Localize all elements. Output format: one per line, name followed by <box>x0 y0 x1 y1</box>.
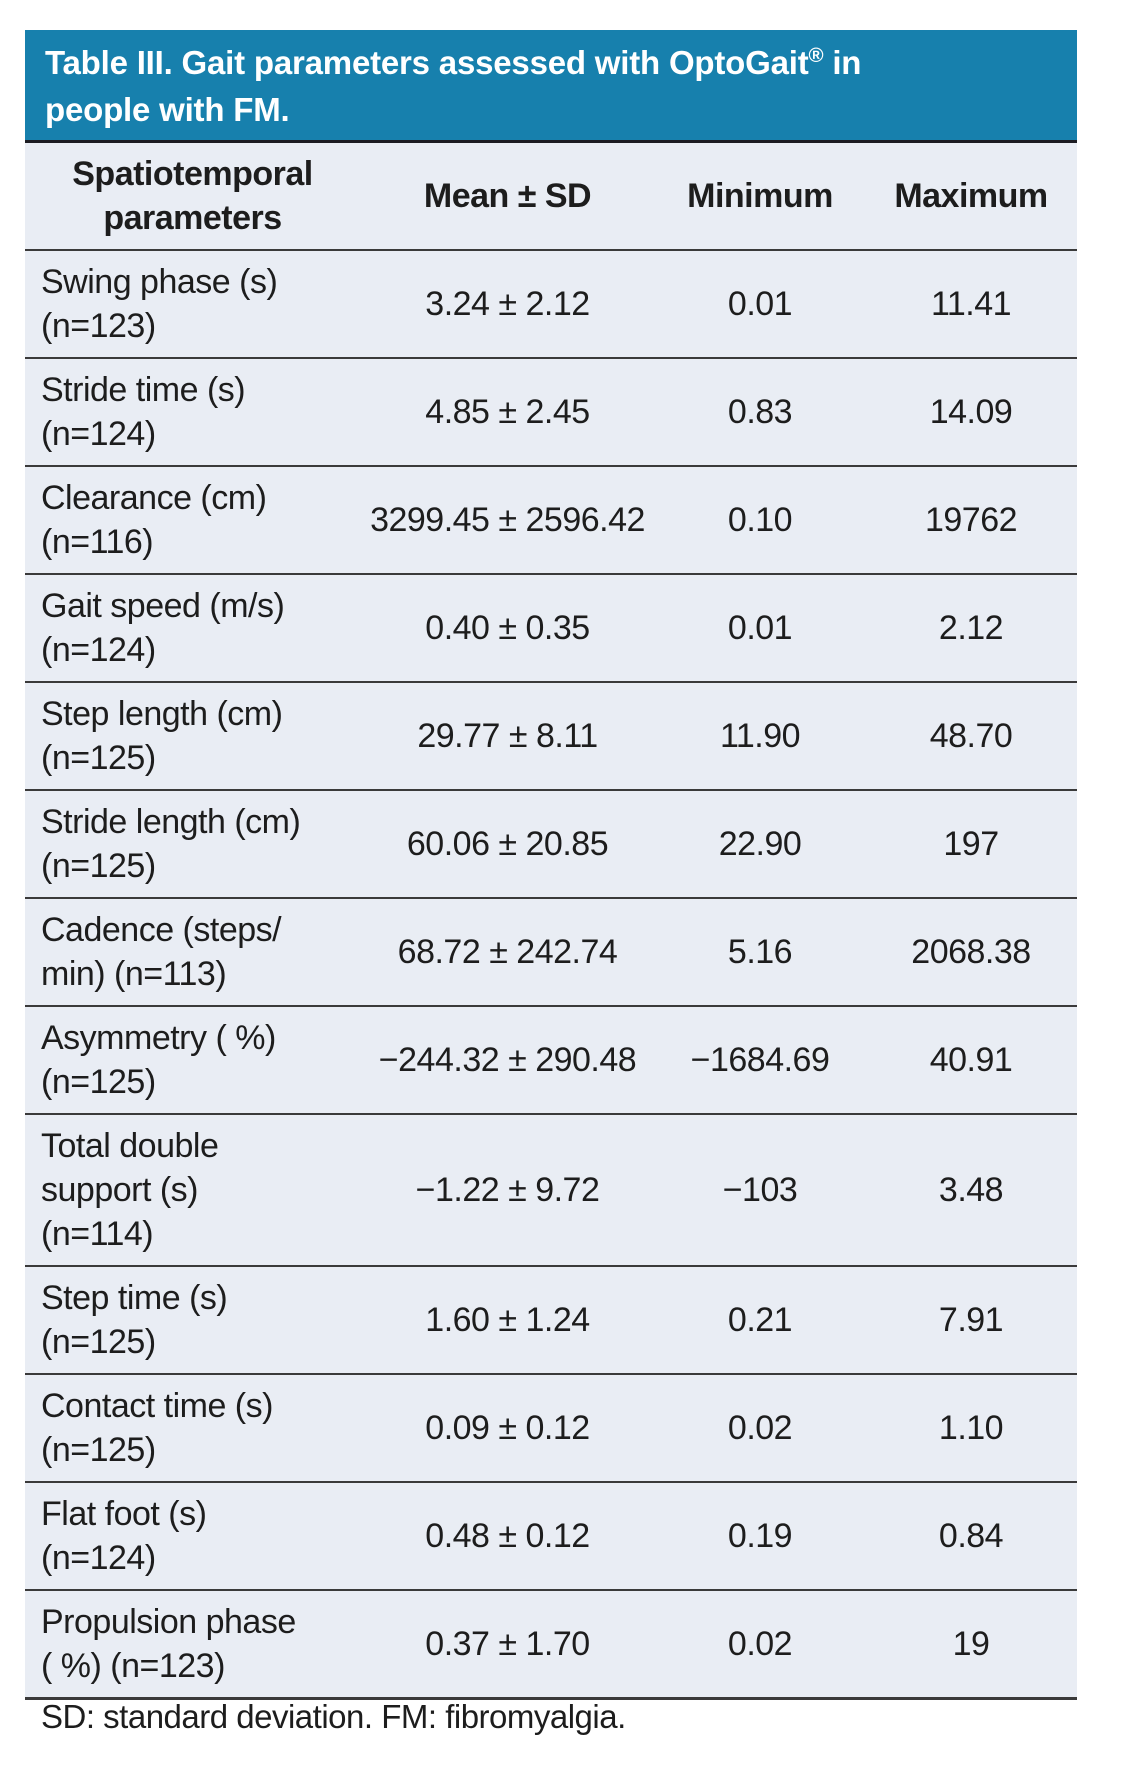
minimum-cell: 0.19 <box>727 1517 793 1555</box>
mean-sd-cell: 0.09 ± 0.12 <box>425 1409 590 1447</box>
table-row: Contact time (s) (n=125) 0.09 ± 0.12 0.0… <box>25 1375 1077 1483</box>
param-label-cell: Cadence (steps/ min) (n=113) <box>41 911 282 993</box>
minimum-cell: 0.83 <box>727 393 793 431</box>
param-label-cell: Stride time (s) (n=124) <box>41 371 246 453</box>
mean-sd-cell: 29.77 ± 8.11 <box>417 717 598 755</box>
mean-sd-cell: 3299.45 ± 2596.42 <box>370 501 645 539</box>
maximum-cell: 3.48 <box>938 1171 1004 1209</box>
mean-sd-cell: 68.72 ± 242.74 <box>397 933 618 971</box>
param-label-cell: Step time (s) (n=125) <box>41 1279 228 1361</box>
table-row: Asymmetry ( %) (n=125) −244.32 ± 290.48 … <box>25 1007 1077 1115</box>
table-row: Stride time (s) (n=124) 4.85 ± 2.45 0.83… <box>25 359 1077 467</box>
mean-sd-cell: 4.85 ± 2.45 <box>425 393 590 431</box>
table-row: Total double support (s) (n=114) −1.22 ±… <box>25 1115 1077 1267</box>
minimum-cell: 0.21 <box>727 1301 793 1339</box>
maximum-cell: 7.91 <box>938 1301 1004 1339</box>
maximum-cell: 2.12 <box>938 609 1004 647</box>
column-header-mean-sd: Mean ± SD <box>423 177 592 215</box>
maximum-cell: 1.10 <box>938 1409 1004 1447</box>
mean-sd-cell: 60.06 ± 20.85 <box>406 825 609 863</box>
table-footnote: SD: standard deviation. FM: fibromyalgia… <box>41 1698 626 1735</box>
param-label-cell: Step length (cm) (n=125) <box>41 695 283 777</box>
mean-sd-cell: −244.32 ± 290.48 <box>378 1041 637 1079</box>
gait-parameters-table: Table III. Gait parameters assessed with… <box>25 30 1077 1700</box>
maximum-cell: 2068.38 <box>911 933 1031 971</box>
table-row: Gait speed (m/s) (n=124) 0.40 ± 0.35 0.0… <box>25 575 1077 683</box>
table-row: Step time (s) (n=125) 1.60 ± 1.24 0.21 7… <box>25 1267 1077 1375</box>
column-header-spatiotemporal: Spatiotemporal parameters <box>72 155 313 237</box>
table-title-prefix: Table III. Gait parameters assessed with… <box>45 44 809 81</box>
mean-sd-cell: −1.22 ± 9.72 <box>415 1171 600 1209</box>
mean-sd-cell: 3.24 ± 2.12 <box>425 285 590 323</box>
minimum-cell: 0.02 <box>727 1409 793 1447</box>
param-label-cell: Total double support (s) (n=114) <box>41 1127 219 1253</box>
mean-sd-cell: 0.40 ± 0.35 <box>425 609 590 647</box>
maximum-cell: 19762 <box>924 501 1018 539</box>
param-label-cell: Swing phase (s) (n=123) <box>41 263 278 345</box>
maximum-cell: 48.70 <box>929 717 1013 755</box>
maximum-cell: 14.09 <box>929 393 1013 431</box>
mean-sd-cell: 1.60 ± 1.24 <box>425 1301 590 1339</box>
param-label-cell: Flat foot (s) (n=124) <box>41 1495 207 1577</box>
column-header-maximum: Maximum <box>894 177 1048 215</box>
minimum-cell: 0.02 <box>727 1625 793 1663</box>
mean-sd-cell: 0.48 ± 0.12 <box>425 1517 590 1555</box>
maximum-cell: 19 <box>952 1625 990 1663</box>
minimum-cell: 22.90 <box>718 825 802 863</box>
maximum-cell: 11.41 <box>930 285 1012 323</box>
column-header-row: Spatiotemporal parameters Mean ± SD Mini… <box>25 143 1077 251</box>
minimum-cell: 0.01 <box>727 609 793 647</box>
registered-trademark-sup: ® <box>808 44 824 67</box>
minimum-cell: −1684.69 <box>690 1041 830 1079</box>
table-title: Table III. Gait parameters assessed with… <box>25 30 1077 143</box>
param-label-cell: Stride length (cm) (n=125) <box>41 803 301 885</box>
maximum-cell: 40.91 <box>929 1041 1013 1079</box>
param-label-cell: Contact time (s) (n=125) <box>41 1387 273 1469</box>
table-row: Propulsion phase ( %) (n=123) 0.37 ± 1.7… <box>25 1591 1077 1700</box>
param-label-cell: Clearance (cm) (n=116) <box>41 479 267 561</box>
minimum-cell: −103 <box>722 1171 798 1209</box>
column-header-minimum: Minimum <box>687 177 833 215</box>
param-label-cell: Propulsion phase ( %) (n=123) <box>41 1603 296 1685</box>
minimum-cell: 5.16 <box>727 933 793 971</box>
param-label-cell: Asymmetry ( %) (n=125) <box>41 1019 276 1101</box>
maximum-cell: 0.84 <box>938 1517 1004 1555</box>
table-row: Flat foot (s) (n=124) 0.48 ± 0.12 0.19 0… <box>25 1483 1077 1591</box>
table-row: Stride length (cm) (n=125) 60.06 ± 20.85… <box>25 791 1077 899</box>
minimum-cell: 11.90 <box>719 717 801 755</box>
table-title-suffix: in people with FM. <box>45 44 862 128</box>
minimum-cell: 0.01 <box>727 285 793 323</box>
table-row: Step length (cm) (n=125) 29.77 ± 8.11 11… <box>25 683 1077 791</box>
table-row: Cadence (steps/ min) (n=113) 68.72 ± 242… <box>25 899 1077 1007</box>
table-row: Clearance (cm) (n=116) 3299.45 ± 2596.42… <box>25 467 1077 575</box>
mean-sd-cell: 0.37 ± 1.70 <box>425 1625 590 1663</box>
table-row: Swing phase (s) (n=123) 3.24 ± 2.12 0.01… <box>25 251 1077 359</box>
maximum-cell: 197 <box>943 825 999 863</box>
param-label-cell: Gait speed (m/s) (n=124) <box>41 587 285 669</box>
minimum-cell: 0.10 <box>727 501 793 539</box>
